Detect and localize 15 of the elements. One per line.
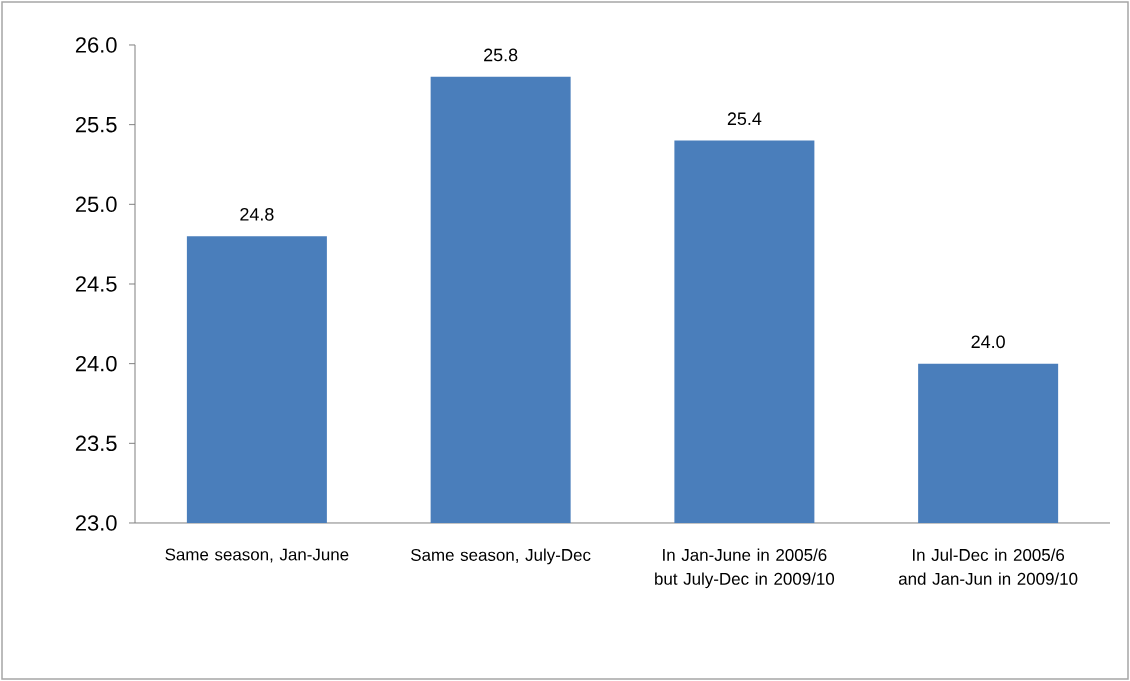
x-tick-label: In Jan-June in 2005/6 but July-Dec in 2009/10 xyxy=(655,548,835,589)
y-tick-label: 23.5 xyxy=(75,435,117,452)
data-label: 24.8 xyxy=(240,207,274,221)
y-tick-label: 25.5 xyxy=(75,116,117,133)
y-tick-label: 23.0 xyxy=(75,515,117,531)
data-label: 25.8 xyxy=(484,48,518,62)
data-label: 24.0 xyxy=(971,335,1005,349)
data-label: 25.4 xyxy=(727,112,762,126)
y-tick-label: 24.0 xyxy=(75,355,117,372)
x-tick-label: Same season, July-Dec xyxy=(411,548,591,565)
x-tick-label: In Jul-Dec in 2005/6 and Jan-Jun in 2009/10 xyxy=(898,548,1078,585)
y-tick-label: 25.0 xyxy=(75,196,117,213)
y-tick-label: 26.0 xyxy=(75,37,117,53)
x-tick-label: Same season, Jan-June xyxy=(165,548,349,563)
y-tick-label: 24.5 xyxy=(75,276,117,292)
